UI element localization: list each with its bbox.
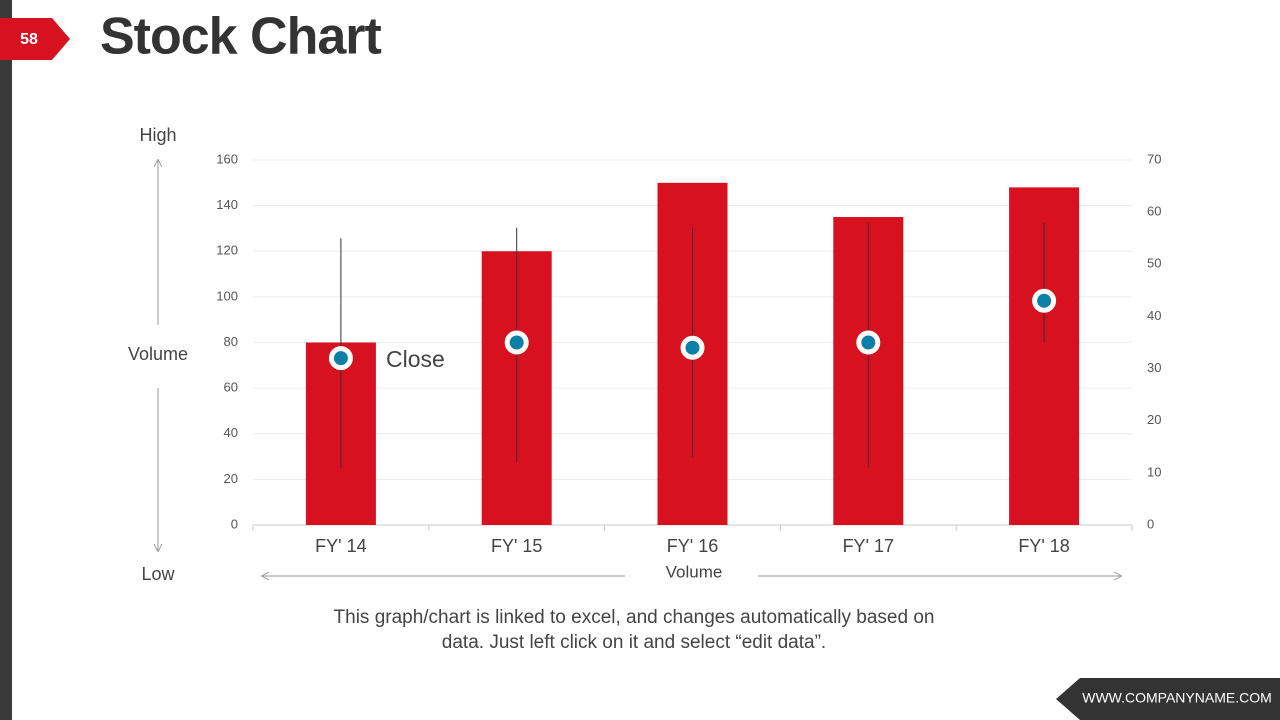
y2-tick-label: 20 (1147, 412, 1161, 427)
x-tick-label: FY' 14 (315, 536, 366, 556)
y2-tick-label: 50 (1147, 256, 1161, 271)
low-label: Low (141, 564, 175, 584)
x-axis-label: Volume (666, 562, 723, 581)
footer-url: WWW.COMPANYNAME.COM (1082, 690, 1272, 706)
y-tick-label: 20 (224, 471, 238, 486)
volume-label: Volume (128, 344, 188, 364)
x-tick-label: FY' 18 (1018, 536, 1069, 556)
side-bar (0, 0, 12, 720)
note-line: This graph/chart is linked to excel, and… (334, 607, 935, 628)
y-tick-label: 60 (224, 380, 238, 395)
close-marker (1032, 288, 1057, 313)
y2-tick-label: 30 (1147, 360, 1161, 375)
y-tick-label: 160 (216, 151, 238, 166)
x-tick-label: FY' 17 (843, 536, 894, 556)
y2-tick-label: 0 (1147, 516, 1154, 531)
close-marker (328, 346, 353, 371)
close-marker (504, 330, 529, 355)
close-marker (856, 330, 881, 355)
y2-tick-label: 10 (1147, 464, 1161, 479)
y-tick-label: 40 (224, 425, 238, 440)
y-tick-label: 80 (224, 334, 238, 349)
y-tick-label: 120 (216, 243, 238, 258)
x-tick-label: FY' 16 (667, 536, 718, 556)
close-annotation: Close (386, 346, 445, 372)
high-label: High (139, 125, 176, 145)
note-line: data. Just left click on it and select “… (442, 632, 826, 653)
x-tick-label: FY' 15 (491, 536, 542, 556)
slide-number-badge (0, 18, 70, 60)
y-tick-label: 140 (216, 197, 238, 212)
y-tick-label: 100 (216, 288, 238, 303)
footer-badge (1056, 678, 1280, 720)
slide-title: Stock Chart (100, 8, 382, 66)
y-tick-label: 0 (231, 516, 238, 531)
slide-number: 58 (20, 31, 38, 48)
y2-tick-label: 40 (1147, 308, 1161, 323)
y2-tick-label: 60 (1147, 204, 1161, 219)
y2-tick-label: 70 (1147, 151, 1161, 166)
close-marker (680, 335, 705, 360)
